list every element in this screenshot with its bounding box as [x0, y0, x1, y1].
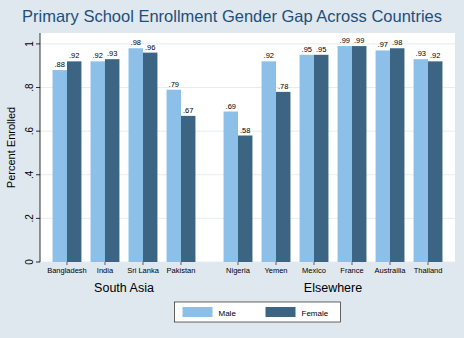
title: Primary School Enrollment Gender Gap Acr… [22, 7, 442, 25]
data-label: .92 [430, 51, 440, 60]
plot-area [40, 33, 455, 262]
data-label: .96 [145, 43, 155, 52]
bar [238, 136, 252, 262]
x-tick [390, 262, 391, 265]
data-label: .99 [354, 36, 364, 45]
x-tick [314, 262, 315, 265]
data-label: .69 [226, 102, 236, 111]
y-axis [40, 33, 41, 262]
data-label: .58 [240, 126, 250, 135]
legend-swatch [183, 307, 213, 317]
bar [276, 92, 290, 262]
bar [300, 55, 314, 262]
x-tick [180, 262, 181, 265]
category-label: Yemen [264, 266, 287, 275]
tick [36, 131, 40, 132]
category-label: Mexico [302, 266, 326, 275]
group-label: Elsewhere [304, 281, 362, 295]
bar [143, 53, 157, 262]
data-label: .92 [93, 51, 103, 60]
x-tick [66, 262, 67, 265]
x-tick [352, 262, 353, 265]
tick-label: .8 [24, 83, 35, 92]
category-label: Bangladesh [47, 266, 87, 275]
category-label: India [97, 266, 114, 275]
bar [224, 112, 238, 262]
data-label: .88 [55, 60, 65, 69]
tick-label: 1 [24, 41, 35, 47]
data-label: .95 [316, 45, 326, 54]
bar [67, 61, 81, 262]
legend-label: Male [219, 309, 237, 318]
bar [167, 90, 181, 262]
legend-box [175, 302, 341, 322]
legend: Male Female [175, 302, 341, 322]
category-label: Nigeria [226, 266, 251, 275]
background [0, 0, 464, 338]
chart: Primary School Enrollment Gender Gap Acr… [0, 0, 464, 338]
category-label: Sri Lanka [127, 266, 160, 275]
bar [129, 48, 143, 262]
x-tick [276, 262, 277, 265]
tick [36, 218, 40, 219]
bar [314, 55, 328, 262]
legend-label: Female [302, 309, 329, 318]
tick-label: .4 [24, 170, 35, 179]
data-label: .93 [107, 49, 117, 58]
x-tick [428, 262, 429, 265]
y-label: Percent Enrolled [5, 107, 17, 188]
tick-label: .2 [24, 214, 35, 223]
group-label: South Asia [94, 281, 154, 295]
bar [181, 116, 195, 262]
tick [36, 43, 40, 44]
x-tick [104, 262, 105, 265]
data-label: .95 [302, 45, 312, 54]
legend-swatch [266, 307, 296, 317]
category-label: Austrailia [375, 266, 407, 275]
data-label: .98 [392, 38, 402, 47]
bar [414, 59, 428, 262]
category-label: Pakistan [167, 266, 196, 275]
bar [53, 70, 67, 262]
bar [428, 61, 442, 262]
data-label: .93 [416, 49, 426, 58]
x-tick [142, 262, 143, 265]
bar [390, 48, 404, 262]
data-label: .78 [278, 82, 288, 91]
data-label: .92 [264, 51, 274, 60]
data-label: .97 [378, 40, 388, 49]
data-label: .92 [69, 51, 79, 60]
tick [36, 87, 40, 88]
data-labels: .88 .92 .98 .79 .69 .92 .95 .99 .97 .93 .92 .93 .96.… [55, 36, 441, 134]
data-label: .67 [183, 106, 193, 115]
tick [36, 174, 40, 175]
bar [376, 50, 390, 262]
category-label: Thailand [414, 266, 443, 275]
bar [338, 46, 352, 262]
data-label: .98 [131, 38, 141, 47]
tick-label: 0 [24, 259, 35, 265]
category-label: France [340, 266, 363, 275]
bar [105, 59, 119, 262]
bar [352, 46, 366, 262]
data-label: .79 [169, 80, 179, 89]
tick-label: .6 [24, 127, 35, 136]
data-label: .99 [340, 36, 350, 45]
tick [36, 262, 40, 263]
bar [91, 61, 105, 262]
bar [262, 61, 276, 262]
bars [53, 46, 443, 262]
x-tick [237, 262, 238, 265]
